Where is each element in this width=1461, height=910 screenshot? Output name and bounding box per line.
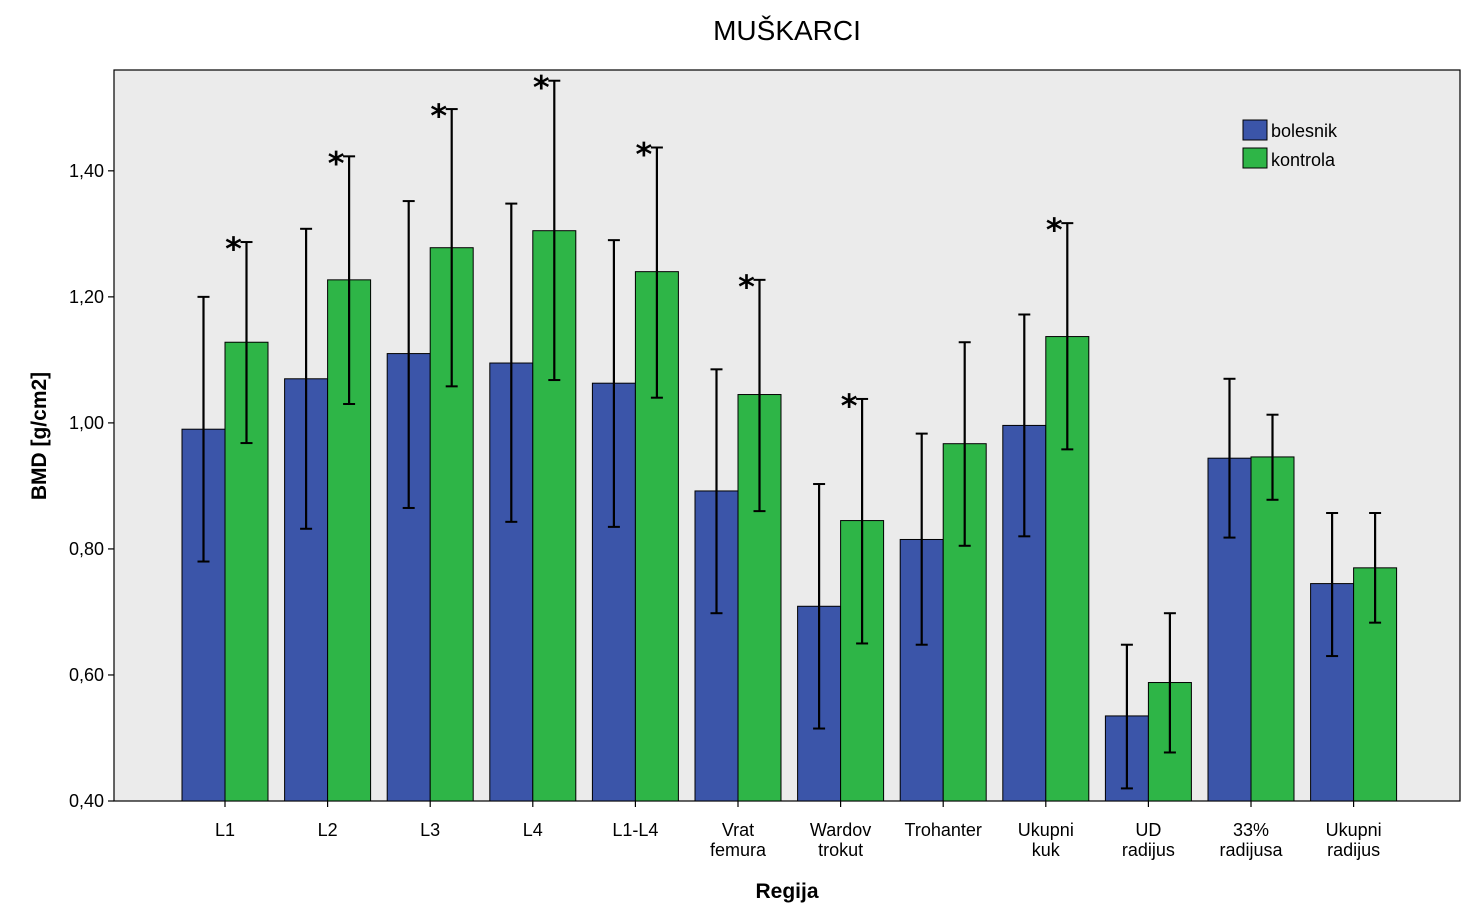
x-tick-label: radijus: [1327, 840, 1380, 860]
significance-marker: *: [738, 268, 755, 306]
significance-marker: *: [328, 144, 345, 182]
x-tick-label: kuk: [1032, 840, 1061, 860]
y-tick-label: 0,60: [69, 665, 104, 685]
legend-swatch-bolesnik: [1242, 119, 1268, 141]
x-tick-label: trokut: [818, 840, 863, 860]
x-tick-label: Vrat: [722, 820, 754, 840]
bar-kontrola: [1250, 456, 1295, 802]
legend-label-kontrola: kontrola: [1271, 150, 1336, 170]
x-axis-title: Regija: [755, 880, 818, 903]
significance-marker: *: [636, 136, 653, 174]
y-axis: 0,40 0,60 0,80 1,00 1,20 1,40: [69, 161, 114, 811]
y-tick-label: 1,40: [69, 161, 104, 181]
x-tick-label: L1: [215, 820, 235, 840]
x-tick-label: Ukupni: [1018, 820, 1074, 840]
significance-marker: *: [225, 230, 242, 268]
significance-marker: *: [1046, 211, 1063, 249]
x-tick-label: Trohanter: [905, 820, 982, 840]
x-tick-label: femura: [710, 840, 767, 860]
x-tick-label: UD: [1135, 820, 1161, 840]
legend: bolesnik kontrola: [1242, 119, 1338, 170]
legend-label-bolesnik: bolesnik: [1271, 121, 1338, 141]
x-tick-label: Wardov: [810, 820, 871, 840]
x-tick-label: L3: [420, 820, 440, 840]
significance-marker: *: [533, 69, 550, 107]
significance-marker: *: [841, 387, 858, 425]
y-tick-label: 1,00: [69, 413, 104, 433]
chart-title: MUŠKARCI: [713, 15, 861, 46]
y-tick-label: 0,80: [69, 539, 104, 559]
x-tick-label: radijus: [1122, 840, 1175, 860]
y-tick-label: 1,20: [69, 287, 104, 307]
x-tick-label: radijusa: [1219, 840, 1283, 860]
x-tick-label: L1-L4: [612, 820, 658, 840]
error-bars: [197, 79, 1382, 790]
x-tick-label: Ukupni: [1326, 820, 1382, 840]
y-tick-label: 0,40: [69, 791, 104, 811]
x-tick-label: 33%: [1233, 820, 1269, 840]
bar-kontrola: [1353, 567, 1398, 802]
significance-markers: * * * * * * * *: [225, 69, 1063, 425]
y-axis-title: BMD [g/cm2]: [28, 372, 51, 500]
significance-marker: *: [430, 97, 447, 135]
x-tick-label: L2: [318, 820, 338, 840]
legend-swatch-kontrola: [1242, 147, 1268, 169]
x-tick-label: L4: [523, 820, 543, 840]
